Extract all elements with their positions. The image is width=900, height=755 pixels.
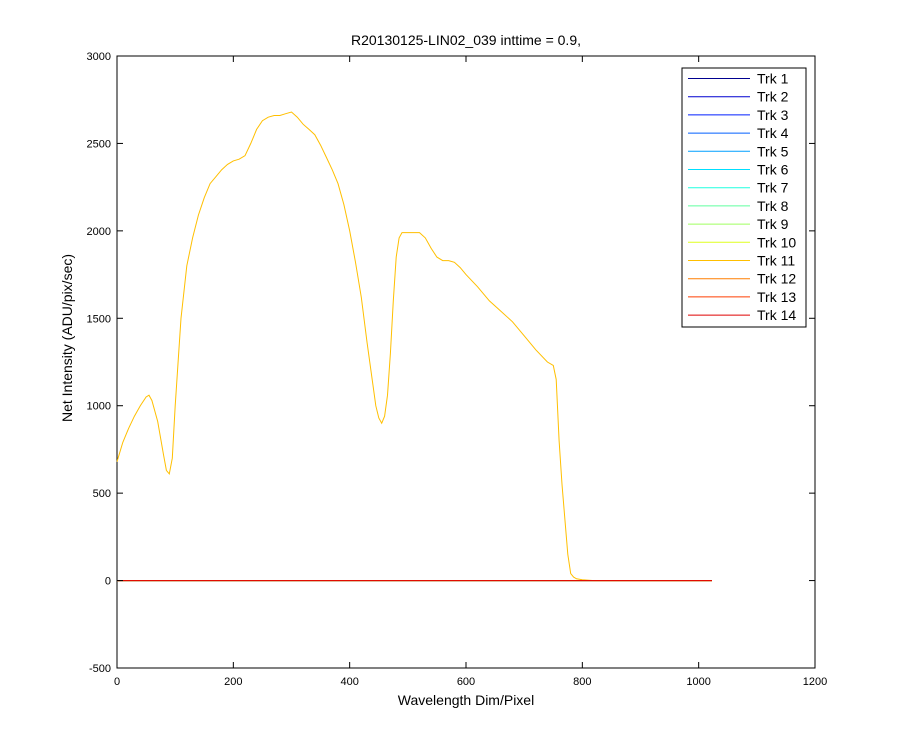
x-tick-label: 0 <box>114 676 120 688</box>
legend-label-trk-14: Trk 14 <box>757 307 796 323</box>
series-line-trk-11 <box>116 111 712 582</box>
legend-label-trk-7: Trk 7 <box>757 180 789 196</box>
chart-title: R20130125-LIN02_039 inttime = 0.9, <box>351 32 581 48</box>
legend-label-trk-4: Trk 4 <box>757 125 789 141</box>
legend-label-trk-12: Trk 12 <box>757 271 796 287</box>
legend-label-trk-13: Trk 13 <box>757 289 796 305</box>
legend-label-trk-11: Trk 11 <box>757 253 795 269</box>
y-tick-label: 2000 <box>87 226 111 238</box>
y-tick-label: -500 <box>89 663 111 675</box>
legend-box <box>681 67 807 328</box>
y-tick-label: 1500 <box>87 313 111 325</box>
y-tick-label: 2500 <box>87 138 111 150</box>
legend-label-trk-1: Trk 1 <box>757 71 789 87</box>
legend-label-trk-8: Trk 8 <box>757 198 789 214</box>
x-axis-label: Wavelength Dim/Pixel <box>398 692 534 708</box>
y-tick-label: 1000 <box>87 401 111 413</box>
y-tick-label: 3000 <box>87 51 111 63</box>
x-tick-label: 200 <box>224 676 242 688</box>
legend-label-trk-2: Trk 2 <box>757 89 789 105</box>
legend-label-trk-5: Trk 5 <box>757 143 789 159</box>
series-layer <box>116 111 712 582</box>
x-tick-label: 400 <box>340 676 358 688</box>
x-tick-label: 1000 <box>686 676 710 688</box>
y-tick-label: 0 <box>105 576 111 588</box>
ticks-layer: 0 200 400 600 800 1000 1200-500050010001500200… <box>87 51 828 688</box>
legend-label-trk-3: Trk 3 <box>757 107 789 123</box>
x-tick-label: 600 <box>457 676 475 688</box>
legend-label-trk-10: Trk 10 <box>757 234 796 250</box>
y-tick-label: 500 <box>93 488 111 500</box>
legend: Trk 1 Trk 2 Trk 3 Trk 4 Trk 5 Trk 6 Trk 7 Trk 8… <box>681 67 807 328</box>
legend-label-trk-6: Trk 6 <box>757 162 789 178</box>
legend-label-trk-9: Trk 9 <box>757 216 789 232</box>
x-tick-label: 1200 <box>803 676 827 688</box>
y-axis-label: Net Intensity (ADU/pix/sec) <box>59 254 75 422</box>
x-tick-label: 800 <box>573 676 591 688</box>
